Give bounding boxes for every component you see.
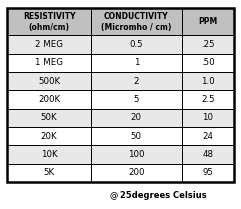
Text: CONDUCTIVITY
(Micromho / cm): CONDUCTIVITY (Micromho / cm) [101, 12, 172, 32]
Text: 2: 2 [134, 76, 139, 85]
Text: 0.5: 0.5 [130, 40, 143, 49]
Text: 2 MEG: 2 MEG [35, 40, 63, 49]
Bar [182, 90, 234, 108]
Text: PPM: PPM [198, 17, 217, 26]
Text: 20: 20 [131, 113, 142, 122]
Bar [91, 54, 182, 72]
Bar [91, 163, 182, 182]
Bar [7, 54, 91, 72]
Bar [91, 127, 182, 145]
Bar [7, 8, 91, 35]
Text: @: @ [109, 191, 120, 200]
Text: 100: 100 [128, 150, 145, 159]
Text: 20K: 20K [41, 131, 57, 140]
Bar [182, 35, 234, 54]
Text: 5: 5 [134, 95, 139, 104]
Bar [182, 127, 234, 145]
Bar [7, 145, 91, 163]
Bar [7, 72, 91, 90]
Text: 5K: 5K [44, 168, 55, 177]
Bar [91, 35, 182, 54]
Bar [7, 90, 91, 108]
Bar [182, 163, 234, 182]
Bar [182, 54, 234, 72]
Bar [182, 8, 234, 35]
Text: 48: 48 [202, 150, 213, 159]
Bar [7, 108, 91, 127]
Bar [91, 108, 182, 127]
Bar [91, 145, 182, 163]
Text: 500K: 500K [38, 76, 60, 85]
Text: .25: .25 [201, 40, 214, 49]
Text: 50: 50 [131, 131, 142, 140]
Text: 24: 24 [202, 131, 213, 140]
Bar [7, 35, 91, 54]
Text: 2.5: 2.5 [201, 95, 214, 104]
Bar [91, 72, 182, 90]
Bar [7, 8, 234, 182]
Text: 10: 10 [202, 113, 213, 122]
Text: RESISTIVITY
(ohm/cm): RESISTIVITY (ohm/cm) [23, 12, 75, 32]
Text: 25degrees Celsius: 25degrees Celsius [120, 191, 207, 200]
Bar [91, 90, 182, 108]
Text: 200: 200 [128, 168, 145, 177]
Bar [91, 8, 182, 35]
Bar [182, 108, 234, 127]
Text: 1 MEG: 1 MEG [35, 58, 63, 67]
Bar [7, 163, 91, 182]
Bar [182, 72, 234, 90]
Text: 200K: 200K [38, 95, 60, 104]
Text: 50K: 50K [41, 113, 57, 122]
Bar [182, 145, 234, 163]
Text: 95: 95 [202, 168, 213, 177]
Bar [7, 127, 91, 145]
Text: 1.0: 1.0 [201, 76, 214, 85]
Text: 10K: 10K [41, 150, 57, 159]
Text: 1: 1 [134, 58, 139, 67]
Text: .50: .50 [201, 58, 214, 67]
